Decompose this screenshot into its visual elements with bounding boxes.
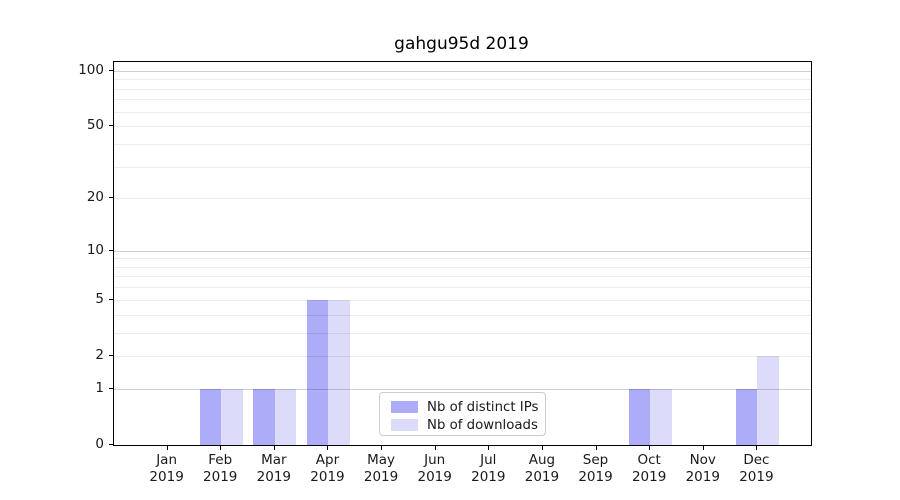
y-tick-label-2: 2 bbox=[95, 346, 104, 363]
x-tick-label-mar: Mar 2019 bbox=[256, 452, 292, 485]
x-tick-mark-feb bbox=[220, 445, 222, 450]
gridline-5 bbox=[114, 299, 811, 301]
y-tick-mark-100 bbox=[109, 69, 114, 71]
x-tick-mark-oct bbox=[649, 445, 651, 450]
gridline-50 bbox=[114, 126, 811, 128]
legend-swatch-downloads bbox=[391, 419, 418, 431]
x-tick-mark-jun bbox=[434, 445, 436, 450]
chart-title: gahgu95d 2019 bbox=[394, 34, 529, 54]
gridline-4 bbox=[114, 314, 811, 316]
legend-label-downloads: Nb of downloads bbox=[427, 417, 538, 433]
gridline-60 bbox=[114, 111, 811, 113]
x-tick-mark-jul bbox=[488, 445, 490, 450]
bar-downloads-dec bbox=[757, 355, 779, 445]
gridline-3 bbox=[114, 332, 811, 334]
y-tick-label-20: 20 bbox=[86, 189, 104, 206]
gridline-40 bbox=[114, 143, 811, 145]
y-tick-mark-5 bbox=[109, 298, 114, 300]
y-tick-mark-2 bbox=[109, 354, 114, 356]
x-tick-label-oct: Oct 2019 bbox=[631, 452, 667, 485]
x-tick-label-feb: Feb 2019 bbox=[203, 452, 238, 485]
plot-area: Nb of distinct IPs Nb of downloads bbox=[113, 61, 812, 446]
gridline-90 bbox=[114, 79, 811, 81]
y-tick-label-5: 5 bbox=[95, 290, 104, 307]
y-tick-mark-50 bbox=[109, 125, 114, 127]
gridline-10 bbox=[114, 250, 811, 252]
legend-swatch-distinct-ips bbox=[391, 401, 418, 413]
bar-distinct-ips-dec bbox=[735, 388, 758, 445]
bar-downloads-apr bbox=[328, 299, 350, 445]
x-tick-mark-nov bbox=[702, 445, 704, 450]
bar-downloads-mar bbox=[274, 388, 297, 445]
gridline-7 bbox=[114, 276, 811, 278]
y-tick-mark-1 bbox=[109, 387, 114, 389]
bar-downloads-oct bbox=[650, 388, 672, 445]
x-tick-label-may: May 2019 bbox=[363, 452, 399, 485]
bar-distinct-ips-oct bbox=[628, 388, 651, 445]
gridline-6 bbox=[114, 287, 811, 289]
x-tick-label-jul: Jul 2019 bbox=[471, 452, 506, 485]
y-tick-label-0: 0 bbox=[95, 436, 104, 452]
gridline-1 bbox=[114, 388, 811, 390]
bar-distinct-ips-apr bbox=[307, 299, 329, 445]
bar-downloads-feb bbox=[221, 388, 243, 445]
legend-entry-distinct-ips: Nb of distinct IPs bbox=[391, 399, 539, 415]
gridline-80 bbox=[114, 88, 811, 90]
gridline-20 bbox=[114, 198, 811, 200]
x-tick-label-aug: Aug 2019 bbox=[524, 452, 560, 485]
x-tick-mark-may bbox=[381, 445, 383, 450]
y-tick-label-10: 10 bbox=[86, 241, 104, 258]
y-tick-label-50: 50 bbox=[86, 117, 104, 134]
bar-distinct-ips-feb bbox=[199, 388, 222, 445]
y-tick-label-100: 100 bbox=[78, 61, 104, 78]
y-tick-mark-0 bbox=[109, 444, 114, 445]
x-tick-label-nov: Nov 2019 bbox=[685, 452, 720, 485]
x-tick-mark-dec bbox=[756, 445, 758, 450]
gridline-2 bbox=[114, 355, 811, 357]
x-tick-mark-jan bbox=[166, 445, 168, 450]
gridline-8 bbox=[114, 266, 811, 268]
legend: Nb of distinct IPs Nb of downloads bbox=[379, 392, 546, 436]
gridline-100 bbox=[114, 70, 811, 72]
legend-entry-downloads: Nb of downloads bbox=[391, 417, 538, 433]
x-tick-label-dec: Dec 2019 bbox=[739, 452, 774, 485]
legend-label-distinct-ips: Nb of distinct IPs bbox=[427, 399, 539, 415]
x-tick-label-sep: Sep 2019 bbox=[578, 452, 613, 485]
y-tick-label-1: 1 bbox=[95, 379, 104, 396]
x-tick-label-apr: Apr 2019 bbox=[310, 452, 345, 485]
x-tick-mark-sep bbox=[595, 445, 597, 450]
x-tick-mark-aug bbox=[541, 445, 543, 450]
x-tick-label-jun: Jun 2019 bbox=[417, 452, 452, 485]
x-tick-mark-mar bbox=[273, 445, 275, 450]
gridline-70 bbox=[114, 99, 811, 101]
gridline-9 bbox=[114, 258, 811, 260]
y-tick-mark-20 bbox=[109, 197, 114, 199]
gridline-30 bbox=[114, 166, 811, 168]
bar-distinct-ips-mar bbox=[253, 388, 275, 445]
x-tick-mark-apr bbox=[327, 445, 329, 450]
x-tick-label-jan: Jan 2019 bbox=[149, 452, 184, 485]
y-tick-mark-10 bbox=[109, 249, 114, 251]
